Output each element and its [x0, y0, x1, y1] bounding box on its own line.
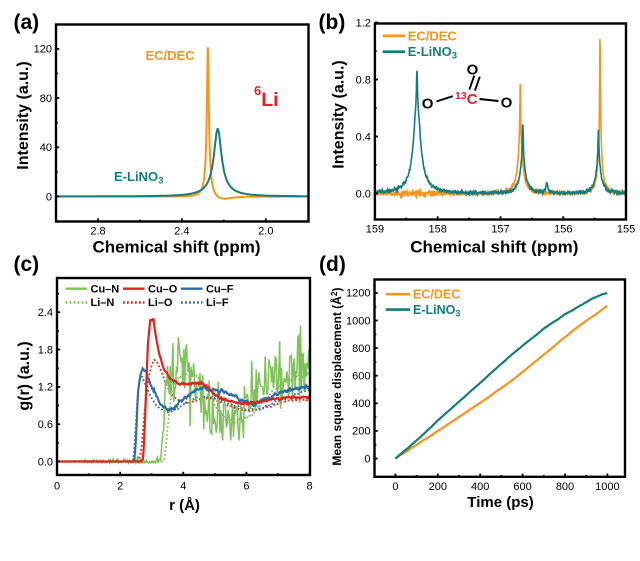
svg-text:g(r) (a.u.): g(r) (a.u.) [16, 341, 33, 410]
svg-text:0.0: 0.0 [38, 456, 53, 468]
svg-text:1000: 1000 [595, 481, 619, 493]
svg-text:2.0: 2.0 [258, 226, 273, 238]
svg-text:157: 157 [491, 224, 509, 236]
svg-text:158: 158 [429, 224, 447, 236]
svg-text:Li–O: Li–O [148, 297, 173, 309]
svg-text:600: 600 [513, 481, 531, 493]
svg-text:Cu–O: Cu–O [148, 283, 178, 295]
svg-text:2.4: 2.4 [38, 307, 53, 319]
svg-text:(c): (c) [14, 253, 40, 276]
svg-text:200: 200 [429, 481, 447, 493]
svg-text:80: 80 [40, 93, 52, 105]
svg-text:400: 400 [471, 481, 489, 493]
svg-text:r (Å): r (Å) [169, 497, 200, 514]
svg-text:E-LiNO3: E-LiNO3 [413, 303, 460, 319]
svg-text:O: O [467, 62, 479, 79]
svg-text:200: 200 [352, 426, 370, 438]
svg-text:(b): (b) [319, 11, 346, 34]
svg-text:13C: 13C [455, 90, 478, 108]
svg-text:1200: 1200 [346, 288, 370, 300]
svg-text:Chemical shift (ppm): Chemical shift (ppm) [92, 238, 260, 257]
svg-text:EC/DEC: EC/DEC [145, 48, 195, 63]
svg-text:Chemical shift (ppm): Chemical shift (ppm) [410, 238, 578, 257]
svg-text:40: 40 [40, 142, 52, 154]
svg-text:8: 8 [307, 481, 313, 493]
svg-text:400: 400 [352, 398, 370, 410]
svg-text:EC/DEC: EC/DEC [413, 288, 460, 302]
svg-text:155: 155 [617, 224, 635, 236]
svg-text:Li–F: Li–F [206, 297, 229, 309]
svg-text:0: 0 [364, 453, 370, 465]
svg-text:O: O [422, 96, 434, 113]
svg-text:2: 2 [117, 481, 123, 493]
svg-text:0.0: 0.0 [356, 188, 371, 200]
svg-text:6Li: 6Li [254, 83, 279, 111]
svg-text:0.4: 0.4 [356, 131, 371, 143]
svg-text:Li–N: Li–N [91, 297, 115, 309]
svg-text:0.6: 0.6 [38, 419, 53, 431]
svg-text:159: 159 [366, 224, 384, 236]
svg-text:0: 0 [46, 191, 52, 203]
svg-text:1.8: 1.8 [38, 344, 53, 356]
svg-text:120: 120 [34, 44, 52, 56]
svg-text:Intensity (a.u.): Intensity (a.u.) [15, 61, 32, 169]
svg-text:156: 156 [554, 224, 572, 236]
svg-text:0.8: 0.8 [356, 74, 371, 86]
svg-text:(a): (a) [14, 11, 40, 34]
svg-text:O: O [501, 95, 513, 112]
svg-text:E-LiNO3: E-LiNO3 [408, 44, 457, 62]
svg-text:(d): (d) [319, 253, 346, 276]
svg-text:600: 600 [352, 371, 370, 383]
svg-text:E-LiNO3: E-LiNO3 [114, 169, 163, 187]
svg-text:2.8: 2.8 [90, 226, 105, 238]
svg-text:2.4: 2.4 [174, 226, 189, 238]
svg-text:Intensity (a.u.): Intensity (a.u.) [331, 60, 348, 168]
svg-text:Cu–F: Cu–F [206, 283, 234, 295]
svg-text:4: 4 [180, 481, 186, 493]
svg-text:Cu–N: Cu–N [91, 283, 120, 295]
svg-text:0: 0 [54, 481, 60, 493]
svg-text:0: 0 [392, 481, 398, 493]
svg-text:800: 800 [556, 481, 574, 493]
svg-text:6: 6 [243, 481, 249, 493]
svg-text:1.2: 1.2 [356, 17, 371, 29]
svg-text:1000: 1000 [346, 315, 370, 327]
svg-text:Time (ps): Time (ps) [467, 494, 533, 511]
svg-text:Mean square displacement (Å2): Mean square displacement (Å2) [329, 287, 344, 465]
svg-text:800: 800 [352, 343, 370, 355]
svg-text:EC/DEC: EC/DEC [408, 28, 458, 43]
svg-text:1.2: 1.2 [38, 382, 53, 394]
